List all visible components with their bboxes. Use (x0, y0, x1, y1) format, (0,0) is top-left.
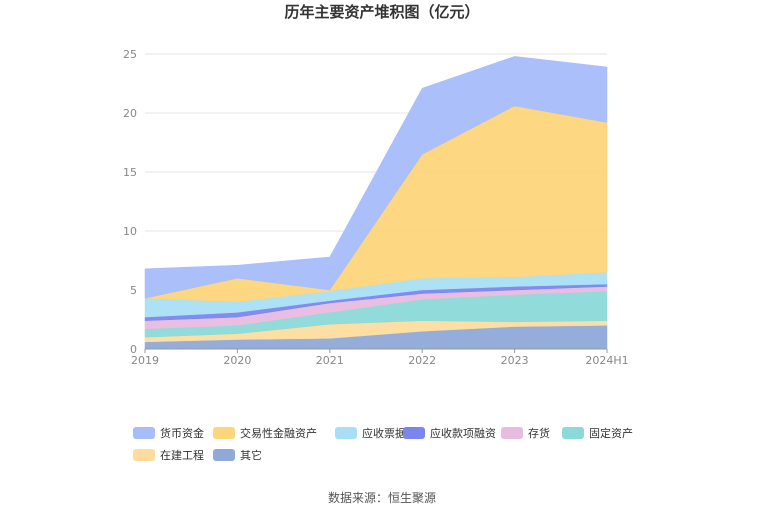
legend-item[interactable]: 固定资产 (562, 426, 633, 440)
legend-swatch (213, 427, 235, 439)
legend-item[interactable]: 其它 (213, 448, 262, 462)
legend-label: 在建工程 (160, 448, 204, 462)
y-tick-label: 5 (130, 284, 137, 297)
legend-item[interactable]: 存货 (501, 426, 550, 440)
legend-label: 固定资产 (589, 426, 633, 440)
legend-item[interactable]: 应收款项融资 (403, 426, 496, 440)
legend-item[interactable]: 在建工程 (133, 448, 204, 462)
x-tick-label: 2020 (223, 354, 251, 367)
data-source-note: 数据来源：恒生聚源 (328, 490, 436, 505)
legend-label: 应收款项融资 (430, 426, 496, 440)
y-tick-label: 10 (123, 225, 137, 238)
axes: 0 5 10 15 20 25 2019 2020 2021 2022 2023 2024H1 (123, 48, 629, 367)
legend-swatch (562, 427, 584, 439)
x-tick-label: 2022 (408, 354, 436, 367)
y-tick-label: 25 (123, 48, 137, 61)
legend-item[interactable]: 交易性金融资产 (213, 426, 317, 440)
legend-swatch (213, 449, 235, 461)
legend-label: 其它 (240, 448, 262, 462)
legend-swatch (501, 427, 523, 439)
x-tick-label: 2021 (316, 354, 344, 367)
x-tick-label: 2023 (501, 354, 529, 367)
legend-item[interactable]: 货币资金 (133, 426, 204, 440)
legend-swatch (133, 449, 155, 461)
legend-swatch (335, 427, 357, 439)
legend-swatch (133, 427, 155, 439)
area-series-group (144, 56, 608, 350)
y-tick-label: 15 (123, 166, 137, 179)
legend-label: 货币资金 (160, 426, 204, 440)
x-tick-label: 2024H1 (585, 354, 628, 367)
y-tick-label: 20 (123, 107, 137, 120)
x-tick-label: 2019 (131, 354, 159, 367)
legend-label: 应收票据 (362, 426, 406, 440)
chart-title: 历年主要资产堆积图（亿元） (284, 3, 479, 21)
legend-item[interactable]: 应收票据 (335, 426, 406, 440)
y-tick-label: 0 (130, 343, 137, 356)
area-series-7 (144, 56, 608, 299)
legend-label: 存货 (528, 426, 550, 440)
legend-label: 交易性金融资产 (240, 426, 317, 440)
legend-swatch (403, 427, 425, 439)
